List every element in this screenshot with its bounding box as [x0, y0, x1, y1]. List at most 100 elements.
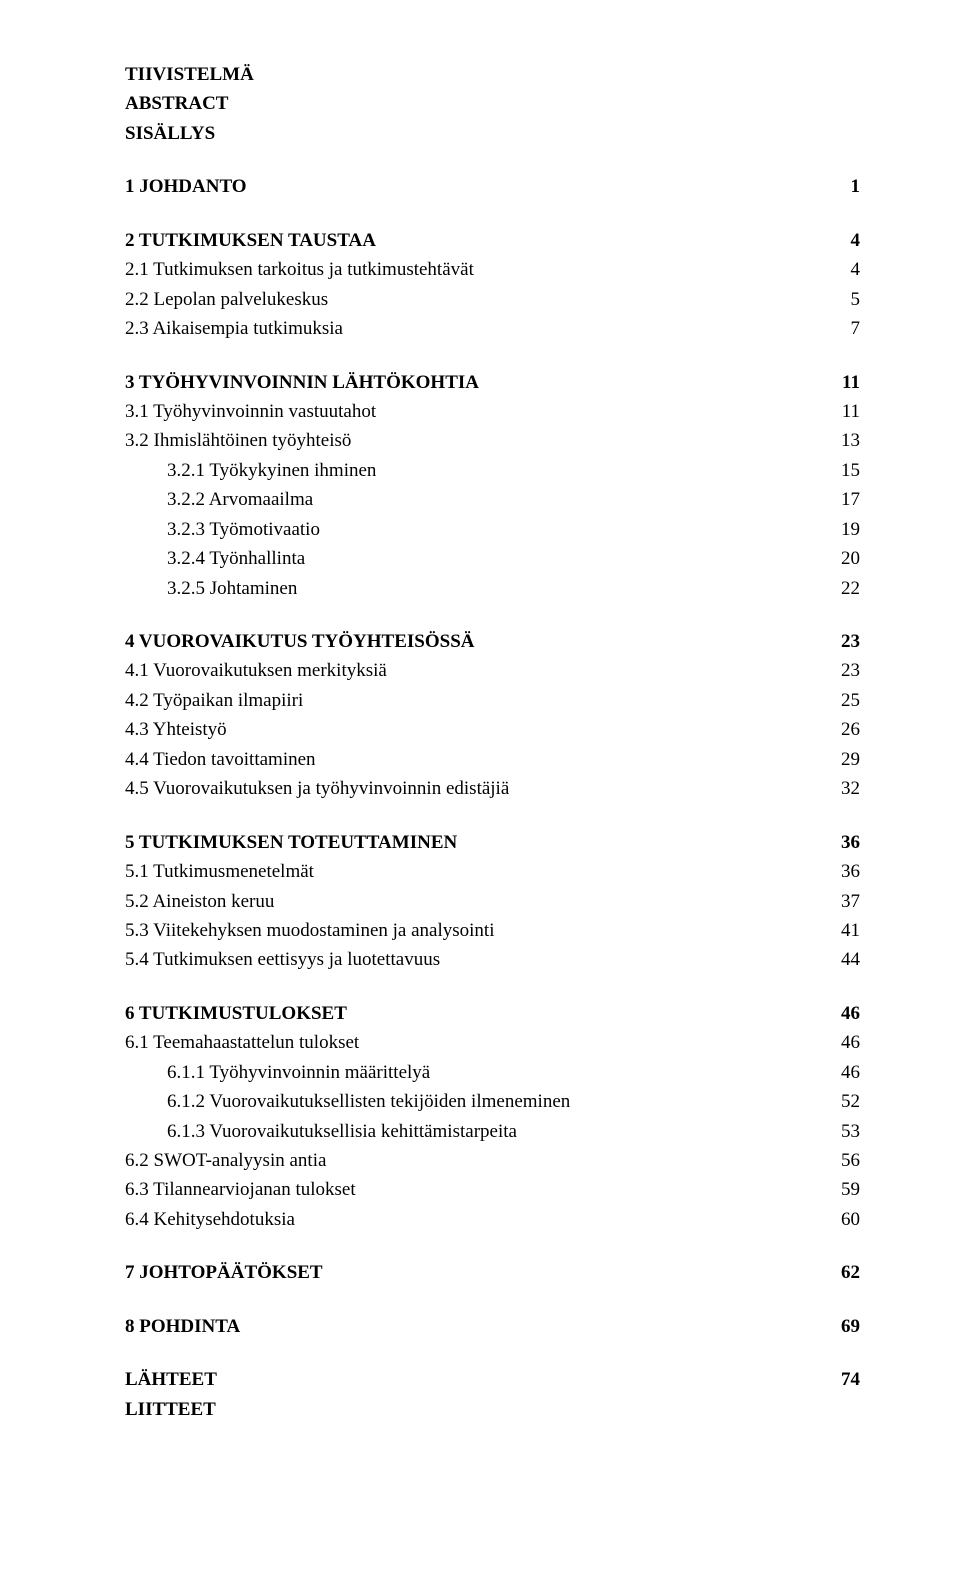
toc-label: 3.1 Työhyvinvoinnin vastuutahot [125, 397, 376, 426]
toc-page-number: 25 [810, 686, 860, 715]
toc-label: 7 JOHTOPÄÄTÖKSET [125, 1258, 323, 1287]
toc-label: 6.2 SWOT-analyysin antia [125, 1146, 326, 1175]
toc-row: 4 VUOROVAIKUTUS TYÖYHTEISÖSSÄ 23 [125, 627, 860, 656]
toc-row: 3.2.5 Johtaminen 22 [125, 574, 860, 603]
toc-label: 4.3 Yhteistyö [125, 715, 227, 744]
toc-row: 3.2 Ihmislähtöinen työyhteisö 13 [125, 426, 860, 455]
toc-label: 4 VUOROVAIKUTUS TYÖYHTEISÖSSÄ [125, 627, 475, 656]
toc-page: TIIVISTELMÄ ABSTRACT SISÄLLYS 1 JOHDANTO… [0, 0, 960, 1573]
toc-label: 3.2.5 Johtaminen [125, 574, 297, 603]
toc-row: 6.2 SWOT-analyysin antia 56 [125, 1146, 860, 1175]
toc-page-number: 59 [810, 1175, 860, 1204]
toc-row: 2.2 Lepolan palvelukeskus 5 [125, 285, 860, 314]
toc-row: 4.2 Työpaikan ilmapiiri25 [125, 686, 860, 715]
toc-body: 1 JOHDANTO1 2 TUTKIMUKSEN TAUSTAA 4 2.1 Tut… [125, 172, 860, 1341]
preface-line: ABSTRACT [125, 89, 860, 118]
toc-page-number: 23 [810, 656, 860, 685]
toc-row: 6.1.1 Työhyvinvoinnin määrittelyä 46 [125, 1058, 860, 1087]
toc-page-number: 32 [810, 774, 860, 803]
toc-row: 6.1.3 Vuorovaikutuksellisia kehittämista… [125, 1117, 860, 1146]
toc-page-number: 46 [810, 1058, 860, 1087]
toc-page-number: 41 [810, 916, 860, 945]
toc-row: 6 TUTKIMUSTULOKSET 46 [125, 999, 860, 1028]
toc-section: 6 TUTKIMUSTULOKSET466.1 Teemahaastattelu… [125, 999, 860, 1235]
toc-page-number: 56 [810, 1146, 860, 1175]
toc-page-number: 46 [810, 1028, 860, 1057]
toc-row: 8 POHDINTA 69 [125, 1312, 860, 1341]
toc-page-number: 11 [810, 397, 860, 426]
toc-page-number: 7 [810, 314, 860, 343]
sources-row: LIITTEET [125, 1395, 860, 1424]
toc-section: 5 TUTKIMUKSEN TOTEUTTAMINEN365.1 Tutkimu… [125, 828, 860, 975]
toc-label: 6.3 Tilannearviojanan tulokset [125, 1175, 356, 1204]
toc-section: 1 JOHDANTO1 [125, 172, 860, 201]
toc-row: 6.3 Tilannearviojanan tulokset 59 [125, 1175, 860, 1204]
toc-row: 7 JOHTOPÄÄTÖKSET 62 [125, 1258, 860, 1287]
toc-label: 6.1 Teemahaastattelun tulokset [125, 1028, 359, 1057]
toc-page-number: 37 [810, 887, 860, 916]
toc-page-number: 46 [810, 999, 860, 1028]
toc-row: 4.4 Tiedon tavoittaminen29 [125, 745, 860, 774]
toc-label: 5 TUTKIMUKSEN TOTEUTTAMINEN [125, 828, 457, 857]
toc-page-number: 19 [810, 515, 860, 544]
toc-row: 3 TYÖHYVINVOINNIN LÄHTÖKOHTIA 11 [125, 368, 860, 397]
toc-page-number: 1 [810, 172, 860, 201]
toc-page-number: 15 [810, 456, 860, 485]
toc-row: 6.1 Teemahaastattelun tulokset 46 [125, 1028, 860, 1057]
toc-page-number: 52 [810, 1087, 860, 1116]
toc-page-number: 5 [810, 285, 860, 314]
toc-page-number: 62 [810, 1258, 860, 1287]
toc-page-number: 4 [810, 226, 860, 255]
toc-label: 6 TUTKIMUSTULOKSET [125, 999, 347, 1028]
toc-row: 5.2 Aineiston keruu 37 [125, 887, 860, 916]
preface-line: TIIVISTELMÄ [125, 60, 860, 89]
toc-row: 3.2.1 Työkykyinen ihminen15 [125, 456, 860, 485]
toc-label: 6.1.3 Vuorovaikutuksellisia kehittämista… [125, 1117, 517, 1146]
toc-label: 3.2.4 Työnhallinta [125, 544, 305, 573]
toc-section: 8 POHDINTA 69 [125, 1312, 860, 1341]
toc-label: 6.1.1 Työhyvinvoinnin määrittelyä [125, 1058, 430, 1087]
toc-page-number: 26 [810, 715, 860, 744]
preface-line: SISÄLLYS [125, 119, 860, 148]
toc-label: 3.2.2 Arvomaailma [125, 485, 313, 514]
toc-page-number: 4 [810, 255, 860, 284]
toc-page-number: 60 [810, 1205, 860, 1234]
toc-row: 6.1.2 Vuorovaikutuksellisten tekijöiden … [125, 1087, 860, 1116]
toc-page-number: 13 [810, 426, 860, 455]
toc-page-number: 29 [810, 745, 860, 774]
toc-label: 4.5 Vuorovaikutuksen ja työhyvinvoinnin … [125, 774, 509, 803]
toc-label: 5.3 Viitekehyksen muodostaminen ja analy… [125, 916, 494, 945]
toc-page-number: 69 [810, 1312, 860, 1341]
toc-label: 3.2.3 Työmotivaatio [125, 515, 320, 544]
toc-row: 5 TUTKIMUKSEN TOTEUTTAMINEN 36 [125, 828, 860, 857]
toc-row: 4.5 Vuorovaikutuksen ja työhyvinvoinnin … [125, 774, 860, 803]
toc-row: 2 TUTKIMUKSEN TAUSTAA 4 [125, 226, 860, 255]
toc-label: 2.2 Lepolan palvelukeskus [125, 285, 328, 314]
toc-page-number: 22 [810, 574, 860, 603]
toc-section: 7 JOHTOPÄÄTÖKSET 62 [125, 1258, 860, 1287]
toc-page-number: 53 [810, 1117, 860, 1146]
toc-label: 6.4 Kehitysehdotuksia [125, 1205, 295, 1234]
toc-label: 5.2 Aineiston keruu [125, 887, 274, 916]
toc-page-number: 36 [810, 857, 860, 886]
toc-page-number: 23 [810, 627, 860, 656]
toc-label: 2.1 Tutkimuksen tarkoitus ja tutkimusteh… [125, 255, 474, 284]
sources-block: LÄHTEET 74 LIITTEET [125, 1365, 860, 1424]
toc-label: 3 TYÖHYVINVOINNIN LÄHTÖKOHTIA [125, 368, 479, 397]
toc-label: 3.2 Ihmislähtöinen työyhteisö [125, 426, 351, 455]
toc-label: 8 POHDINTA [125, 1312, 240, 1341]
toc-section: 2 TUTKIMUKSEN TAUSTAA 4 2.1 Tutkimuksen ta… [125, 226, 860, 344]
toc-row: 3.2.4 Työnhallinta20 [125, 544, 860, 573]
toc-row: 3.2.2 Arvomaailma17 [125, 485, 860, 514]
toc-label: 4.1 Vuorovaikutuksen merkityksiä [125, 656, 387, 685]
toc-row: 6.4 Kehitysehdotuksia 60 [125, 1205, 860, 1234]
toc-page-number: 44 [810, 945, 860, 974]
toc-label: 2.3 Aikaisempia tutkimuksia [125, 314, 343, 343]
toc-label: 6.1.2 Vuorovaikutuksellisten tekijöiden … [125, 1087, 570, 1116]
toc-row: 5.4 Tutkimuksen eettisyys ja luotettavuu… [125, 945, 860, 974]
toc-label: 2 TUTKIMUKSEN TAUSTAA [125, 226, 376, 255]
toc-page-number: 36 [810, 828, 860, 857]
toc-row: 2.1 Tutkimuksen tarkoitus ja tutkimusteh… [125, 255, 860, 284]
sources-label: LIITTEET [125, 1395, 216, 1424]
toc-page-number: 11 [810, 368, 860, 397]
